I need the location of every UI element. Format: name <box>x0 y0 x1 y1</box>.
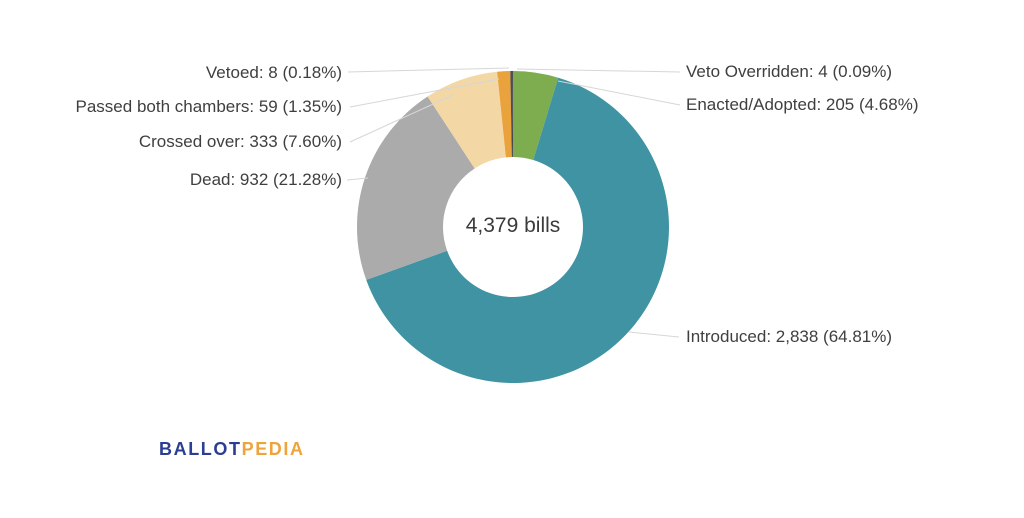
logo-pedia: PEDIA <box>241 439 305 459</box>
callout-label-enacted-adopted: Enacted/Adopted: 205 (4.68%) <box>686 95 919 114</box>
slice-crossed-over <box>427 71 506 169</box>
slice-veto-overridden <box>512 70 513 157</box>
slice-passed-both-chambers <box>497 71 512 158</box>
callout-label-crossed-over: Crossed over: 333 (7.60%) <box>138 132 342 151</box>
callout-label-dead: Dead: 932 (21.28%) <box>189 170 342 189</box>
slice-vetoed <box>510 71 513 158</box>
leader-line-enacted-adopted <box>557 80 681 106</box>
slice-enacted-adopted <box>513 71 559 161</box>
callout-label-vetoed: Vetoed: 8 (0.18%) <box>205 63 342 82</box>
donut-center-label: 4,379 bills <box>465 214 561 237</box>
leader-line-introduced <box>628 331 680 338</box>
slice-introduced <box>366 77 669 383</box>
leader-line-dead <box>346 177 369 181</box>
leader-line-veto-overridden <box>516 68 681 73</box>
callout-label-introduced: Introduced: 2,838 (64.81%) <box>686 327 893 346</box>
leader-line-passed-both-chambers <box>349 78 500 108</box>
slice-dead <box>356 96 475 280</box>
leader-line-crossed-over <box>349 94 454 143</box>
logo-ballot: BALLOT <box>159 439 242 459</box>
callout-label-passed-both-chambers: Passed both chambers: 59 (1.35%) <box>75 97 342 116</box>
callout-label-veto-overridden: Veto Overridden: 4 (0.09%) <box>686 62 893 81</box>
ballotpedia-logo: BALLOTPEDIA <box>159 439 305 460</box>
leader-line-vetoed <box>347 67 510 73</box>
